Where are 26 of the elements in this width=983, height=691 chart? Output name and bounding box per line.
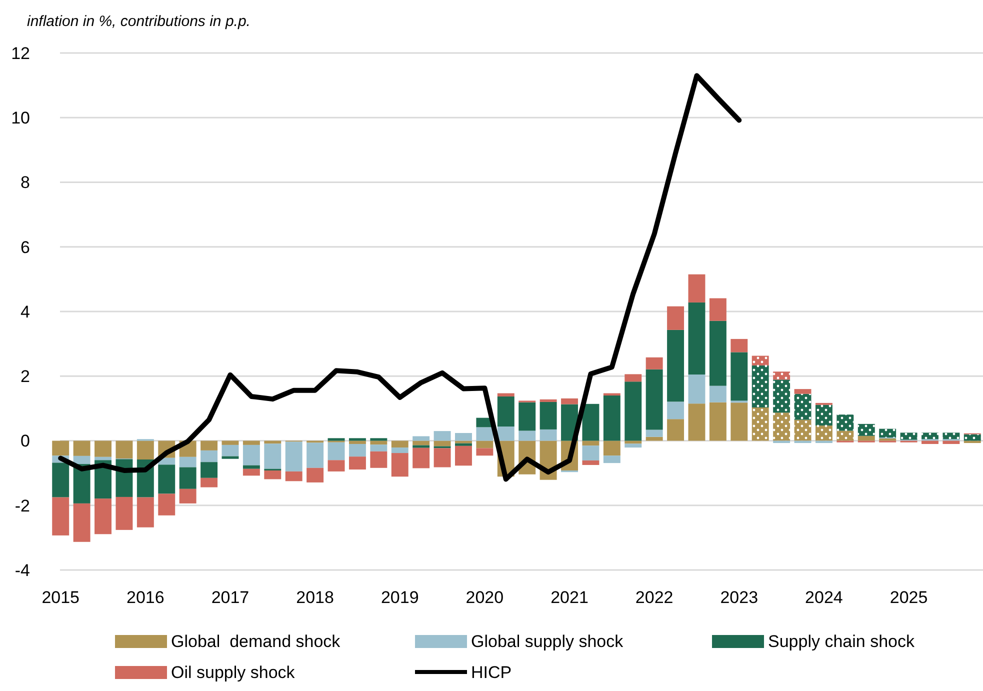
x-tick-label: 2021 <box>550 588 588 607</box>
legend-label: Oil supply shock <box>171 662 296 682</box>
legend-label: Supply chain shock <box>768 632 915 651</box>
y-tick-label: -2 <box>14 496 30 516</box>
y-tick-label: 2 <box>20 367 30 386</box>
legend-label: Global supply shock <box>471 632 624 651</box>
x-tick-label: 2022 <box>635 588 674 607</box>
x-tick-label: 2015 <box>42 588 80 607</box>
x-tick-label: 2019 <box>380 588 419 607</box>
x-tick-label: 2025 <box>890 588 928 607</box>
x-tick-label: 2024 <box>805 588 843 607</box>
y-tick-label: 6 <box>20 238 30 257</box>
y-tick-label: 12 <box>11 44 30 63</box>
legend-label: Global demand shock <box>171 632 341 651</box>
y-tick-label: -4 <box>14 560 30 580</box>
x-tick-label: 2017 <box>211 588 250 607</box>
y-tick-label: 8 <box>20 173 30 192</box>
x-tick-label: 2016 <box>126 588 164 607</box>
legend-label: HICP <box>471 662 512 682</box>
x-tick-label: 2018 <box>296 588 334 607</box>
y-tick-label: 10 <box>11 108 30 128</box>
x-tick-label: 2023 <box>720 588 758 607</box>
x-tick-label: 2020 <box>466 588 504 607</box>
y-axis-title: inflation in %, contributions in p.p. <box>27 13 250 30</box>
y-tick-label: 4 <box>20 302 30 322</box>
y-tick-label: 0 <box>20 432 30 451</box>
